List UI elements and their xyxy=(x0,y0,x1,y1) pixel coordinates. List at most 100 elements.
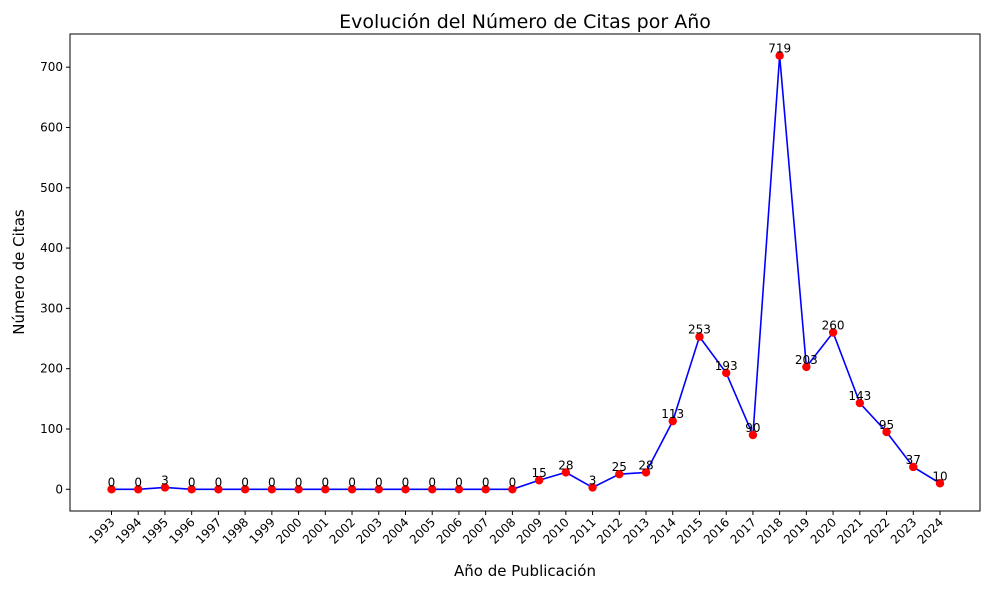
data-point xyxy=(935,479,945,488)
y-tick-label: 700 xyxy=(40,60,63,74)
x-tick-label: 2014 xyxy=(647,515,678,546)
data-point xyxy=(294,485,303,494)
data-label: 253 xyxy=(688,323,711,337)
x-tick-label: 1999 xyxy=(246,515,277,546)
y-axis-label: Número de Citas xyxy=(10,209,28,335)
x-tick-label: 2018 xyxy=(754,515,785,546)
data-label: 28 xyxy=(558,458,573,472)
data-point xyxy=(428,485,437,494)
data-point xyxy=(134,485,143,494)
data-point xyxy=(481,485,490,494)
x-tick-label: 2002 xyxy=(327,515,358,546)
data-point xyxy=(721,368,731,378)
data-label: 3 xyxy=(589,473,597,487)
data-label: 10 xyxy=(932,469,947,483)
data-label: 25 xyxy=(612,460,627,474)
x-tick-label: 1996 xyxy=(166,515,197,546)
data-label: 0 xyxy=(215,475,223,489)
data-point xyxy=(534,476,544,485)
data-point xyxy=(508,485,517,494)
y-tick-label: 0 xyxy=(55,482,63,496)
data-label: 203 xyxy=(795,353,818,367)
x-tick-label: 2011 xyxy=(567,515,598,546)
data-point xyxy=(187,485,196,494)
data-label: 0 xyxy=(348,475,356,489)
data-label: 0 xyxy=(321,475,329,489)
data-label: 260 xyxy=(822,319,845,333)
x-tick-label: 2019 xyxy=(781,515,812,546)
y-tick-label: 500 xyxy=(40,181,63,195)
data-label: 0 xyxy=(509,475,517,489)
data-point xyxy=(882,427,891,437)
data-point xyxy=(240,485,250,494)
x-tick-label: 2020 xyxy=(808,515,839,546)
data-label: 3 xyxy=(161,473,169,487)
series-layer xyxy=(107,51,945,494)
data-label: 0 xyxy=(188,475,196,489)
x-axis-ticks: 1993199419951996199719981999200020012002… xyxy=(86,511,946,547)
data-point xyxy=(668,416,677,426)
data-point xyxy=(641,468,651,477)
x-tick-label: 2007 xyxy=(460,515,491,546)
data-label: 0 xyxy=(295,475,303,489)
x-tick-label: 2001 xyxy=(300,515,331,546)
data-point xyxy=(855,398,865,408)
data-point xyxy=(374,485,383,494)
data-point xyxy=(107,485,116,494)
x-tick-label: 2021 xyxy=(834,515,865,546)
data-label: 0 xyxy=(268,475,276,489)
x-tick-label: 2010 xyxy=(540,515,571,546)
x-tick-label: 1993 xyxy=(86,515,117,546)
x-tick-label: 2022 xyxy=(861,515,892,546)
y-axis-ticks: 0 100 200 300 400 500 600 700 xyxy=(40,60,70,496)
x-axis-label: Año de Publicación xyxy=(454,562,596,580)
y-tick-label: 200 xyxy=(40,362,63,376)
data-point xyxy=(748,430,758,440)
data-label: 0 xyxy=(402,475,410,489)
x-tick-label: 2023 xyxy=(888,515,919,546)
chart-title: Evolución del Número de Citas por Año xyxy=(339,11,711,33)
data-label: 719 xyxy=(768,42,791,56)
x-tick-label: 1995 xyxy=(140,515,171,546)
data-label: 193 xyxy=(715,359,738,373)
data-label: 0 xyxy=(455,475,463,489)
data-point xyxy=(321,485,330,494)
data-point xyxy=(615,470,624,479)
data-labels: 0 0 3 0 0 0 0 0 0 0 0 0 0 0 0 0 15 28 3 25 28 113 253 193 90 719 2… xyxy=(108,42,948,490)
data-label: 113 xyxy=(661,407,684,421)
x-tick-label: 2008 xyxy=(487,515,518,546)
x-tick-label: 2012 xyxy=(594,515,625,546)
data-label: 0 xyxy=(241,475,249,489)
y-tick-label: 300 xyxy=(40,301,63,315)
x-tick-label: 2009 xyxy=(514,515,545,546)
data-point xyxy=(401,485,410,494)
data-point xyxy=(347,485,357,494)
data-label: 0 xyxy=(134,475,142,489)
data-label: 143 xyxy=(848,389,871,403)
x-tick-label: 2017 xyxy=(728,515,759,546)
x-tick-label: 2006 xyxy=(434,515,465,546)
x-tick-label: 2004 xyxy=(380,515,411,546)
x-tick-label: 2024 xyxy=(915,515,946,546)
data-label: 0 xyxy=(428,475,436,489)
series-line xyxy=(111,55,941,491)
x-tick-label: 2003 xyxy=(353,515,384,546)
data-point xyxy=(775,51,784,60)
x-tick-label: 2000 xyxy=(273,515,304,546)
x-tick-label: 2013 xyxy=(621,515,652,546)
data-label: 95 xyxy=(879,418,894,432)
x-tick-label: 2016 xyxy=(701,515,732,546)
data-label: 0 xyxy=(375,475,383,489)
x-tick-label: 1997 xyxy=(193,515,224,546)
data-point xyxy=(588,483,597,492)
data-point xyxy=(214,485,223,494)
x-tick-label: 1994 xyxy=(113,515,144,546)
data-label: 37 xyxy=(906,453,921,467)
x-tick-label: 2015 xyxy=(674,515,705,546)
plot-area xyxy=(69,33,981,512)
y-tick-label: 100 xyxy=(40,422,63,436)
x-tick-label: 2005 xyxy=(407,515,438,546)
data-point xyxy=(695,332,704,341)
data-point xyxy=(828,328,838,337)
